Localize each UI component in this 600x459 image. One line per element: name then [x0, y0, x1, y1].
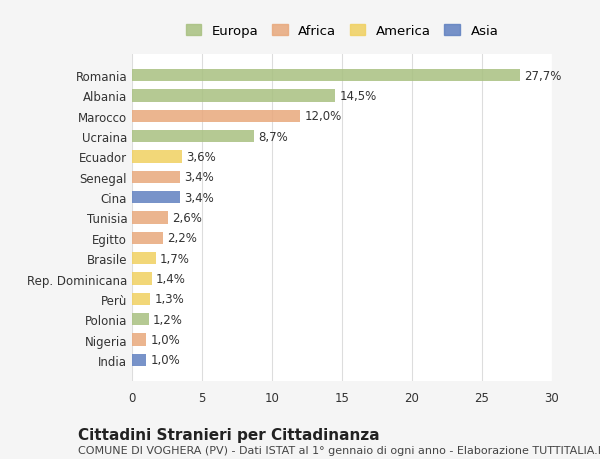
Bar [132, 273, 152, 285]
Text: 1,0%: 1,0% [150, 353, 180, 367]
Text: Cittadini Stranieri per Cittadinanza: Cittadini Stranieri per Cittadinanza [78, 427, 380, 442]
Bar [132, 334, 146, 346]
Text: 1,0%: 1,0% [150, 333, 180, 346]
Bar [132, 111, 300, 123]
Bar [132, 151, 182, 163]
Text: 2,6%: 2,6% [173, 212, 202, 224]
Text: 1,3%: 1,3% [154, 293, 184, 306]
Bar [132, 70, 520, 82]
Bar [132, 313, 149, 325]
Bar [132, 171, 179, 184]
Bar [132, 252, 156, 265]
Text: 1,4%: 1,4% [156, 272, 185, 285]
Bar [132, 90, 335, 102]
Text: 14,5%: 14,5% [339, 90, 376, 103]
Bar [132, 212, 169, 224]
Legend: Europa, Africa, America, Asia: Europa, Africa, America, Asia [180, 19, 504, 43]
Text: 8,7%: 8,7% [258, 130, 288, 143]
Bar [132, 131, 254, 143]
Text: 2,2%: 2,2% [167, 232, 197, 245]
Text: 3,4%: 3,4% [184, 191, 214, 204]
Text: 1,2%: 1,2% [153, 313, 183, 326]
Text: 27,7%: 27,7% [524, 69, 562, 83]
Text: 1,7%: 1,7% [160, 252, 190, 265]
Text: 3,6%: 3,6% [187, 151, 217, 164]
Text: 3,4%: 3,4% [184, 171, 214, 184]
Bar [132, 293, 150, 305]
Bar [132, 354, 146, 366]
Bar [132, 232, 163, 244]
Text: 12,0%: 12,0% [304, 110, 341, 123]
Bar [132, 192, 179, 204]
Text: COMUNE DI VOGHERA (PV) - Dati ISTAT al 1° gennaio di ogni anno - Elaborazione TU: COMUNE DI VOGHERA (PV) - Dati ISTAT al 1… [78, 445, 600, 455]
